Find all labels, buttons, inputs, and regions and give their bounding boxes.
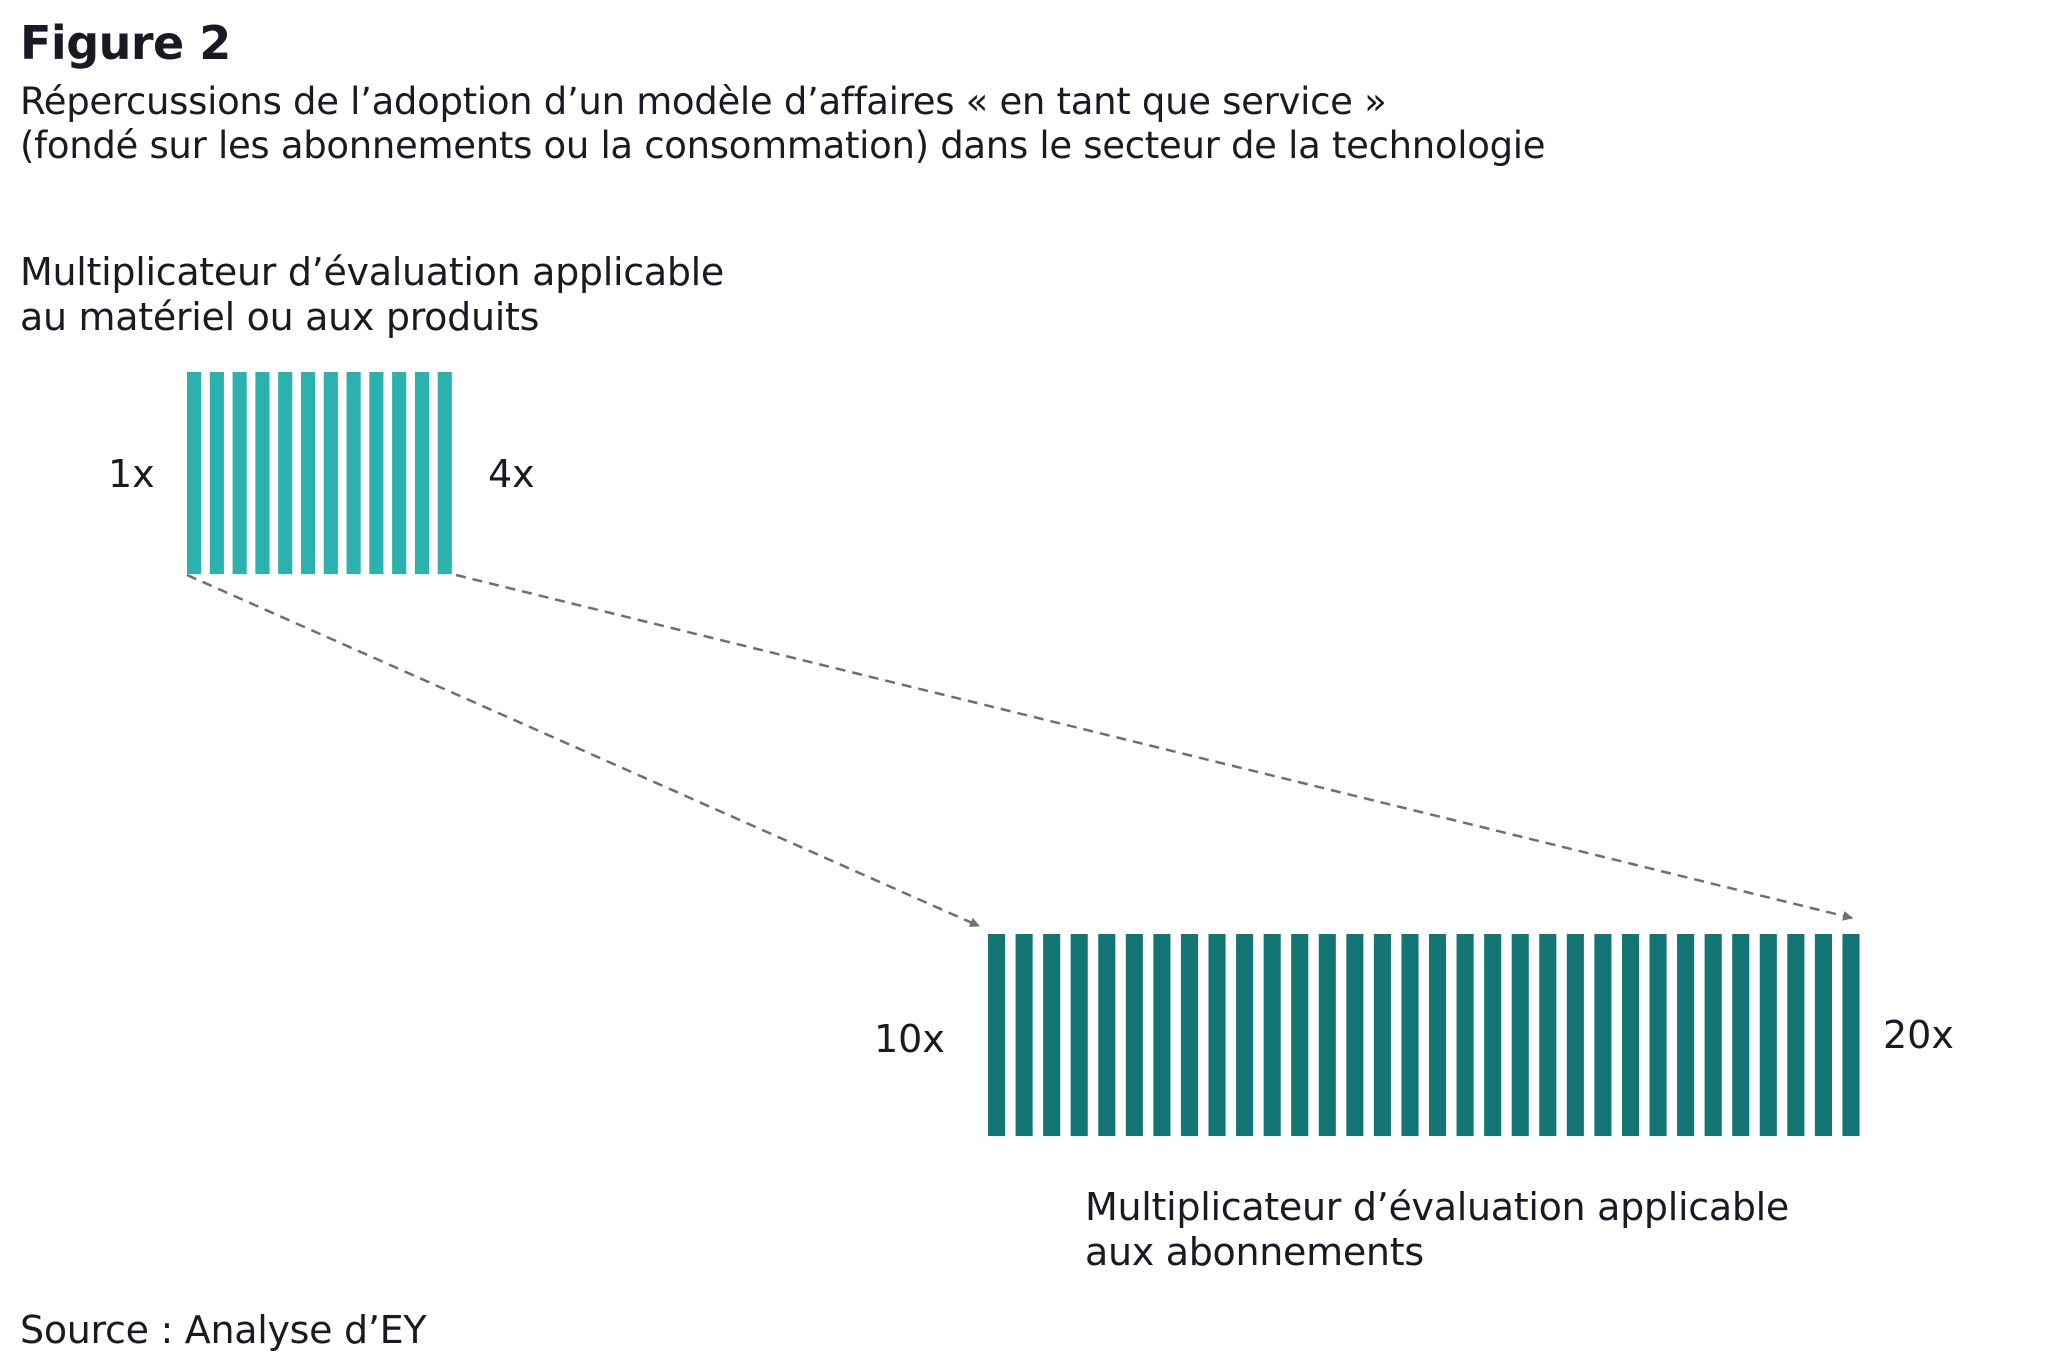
subscription-bar-stripe [1677, 934, 1695, 1136]
subscription-bar-stripe [1511, 934, 1529, 1136]
subscription-bar-stripe [1180, 934, 1199, 1136]
hardware-caption-line-2: au matériel ou aux produits [20, 295, 540, 339]
subscription-bar-stripe [1043, 934, 1061, 1136]
subscription-bar-stripe [1153, 934, 1171, 1136]
hardware-bar-stripe [392, 372, 407, 574]
hardware-caption-line-1: Multiplicateur d’évaluation applicable [20, 250, 724, 294]
subscription-bar-stripe [1484, 934, 1502, 1136]
subscription-bar-stripe [1318, 934, 1336, 1136]
subscription-bar-stripe [1236, 934, 1254, 1136]
hardware-bar-stripe [323, 372, 338, 574]
subscription-bar-stripe [1429, 934, 1447, 1136]
subscription-bar-stripe [1125, 934, 1143, 1136]
subscription-bar-stripe [1649, 934, 1667, 1136]
subscription-high-multiple: 20x [1883, 1013, 1954, 1057]
subscription-bar-stripe [988, 934, 1006, 1136]
subscription-bar-stripe [1070, 934, 1088, 1136]
subscription-bar-stripe [1566, 934, 1584, 1136]
subtitle-line-2: (fondé sur les abonnements ou la consomm… [20, 124, 1546, 167]
subscription-bar-stripe [1291, 934, 1309, 1136]
source-note: Source : Analyse d’EY [20, 1308, 427, 1352]
subscription-bar-stripe [1594, 934, 1612, 1136]
subscription-low-multiple: 10x [874, 1017, 945, 1061]
hardware-high-multiple: 4x [488, 452, 535, 496]
hardware-bar-stripe [346, 372, 361, 574]
hardware-bar-stripe [414, 372, 430, 574]
subscription-bar-stripe [1621, 934, 1640, 1136]
subscription-bar-stripe [1373, 934, 1391, 1136]
subscription-bar-stripe [1208, 934, 1226, 1136]
hardware-bar-stripe [232, 372, 247, 574]
hardware-bar-stripe [300, 372, 316, 574]
subscription-caption-line-2: aux abonnements [1085, 1230, 1424, 1274]
subscription-bar-stripe [1842, 934, 1860, 1136]
subscription-bar-stripe [1539, 934, 1557, 1136]
hardware-multiple-bars [187, 372, 452, 574]
arrow-hardware-high-to-subscription-high [455, 573, 1853, 921]
hardware-bar-stripe [187, 372, 202, 574]
figure-label: Figure 2 [20, 16, 231, 70]
subscription-bar-stripe [1456, 934, 1474, 1136]
subtitle-line-1: Répercussions de l’adoption d’un modèle … [20, 80, 1387, 123]
hardware-bar-stripe [369, 372, 384, 574]
subscription-bar-stripe [1098, 934, 1116, 1136]
subscription-bar-stripe [1704, 934, 1722, 1136]
subscription-bar-stripe [1814, 934, 1832, 1136]
subscription-bar-stripe [1401, 934, 1419, 1136]
hardware-bar-stripe [278, 372, 293, 574]
subscription-bar-stripe [1346, 934, 1364, 1136]
hardware-bar-stripe [437, 372, 452, 574]
subscription-multiple-bars [988, 934, 1860, 1136]
subscription-bar-stripe [1759, 934, 1777, 1136]
subscription-bar-stripe [1015, 934, 1033, 1136]
subscription-bar-stripe [1263, 934, 1281, 1136]
subscription-bar-stripe [1787, 934, 1805, 1136]
subscription-caption-line-1: Multiplicateur d’évaluation applicable [1085, 1185, 1789, 1229]
hardware-low-multiple: 1x [108, 452, 155, 496]
hardware-bar-stripe [255, 372, 270, 574]
subscription-bar-stripe [1732, 934, 1750, 1136]
arrow-hardware-low-to-subscription-low [186, 573, 980, 928]
hardware-bar-stripe [209, 372, 224, 574]
